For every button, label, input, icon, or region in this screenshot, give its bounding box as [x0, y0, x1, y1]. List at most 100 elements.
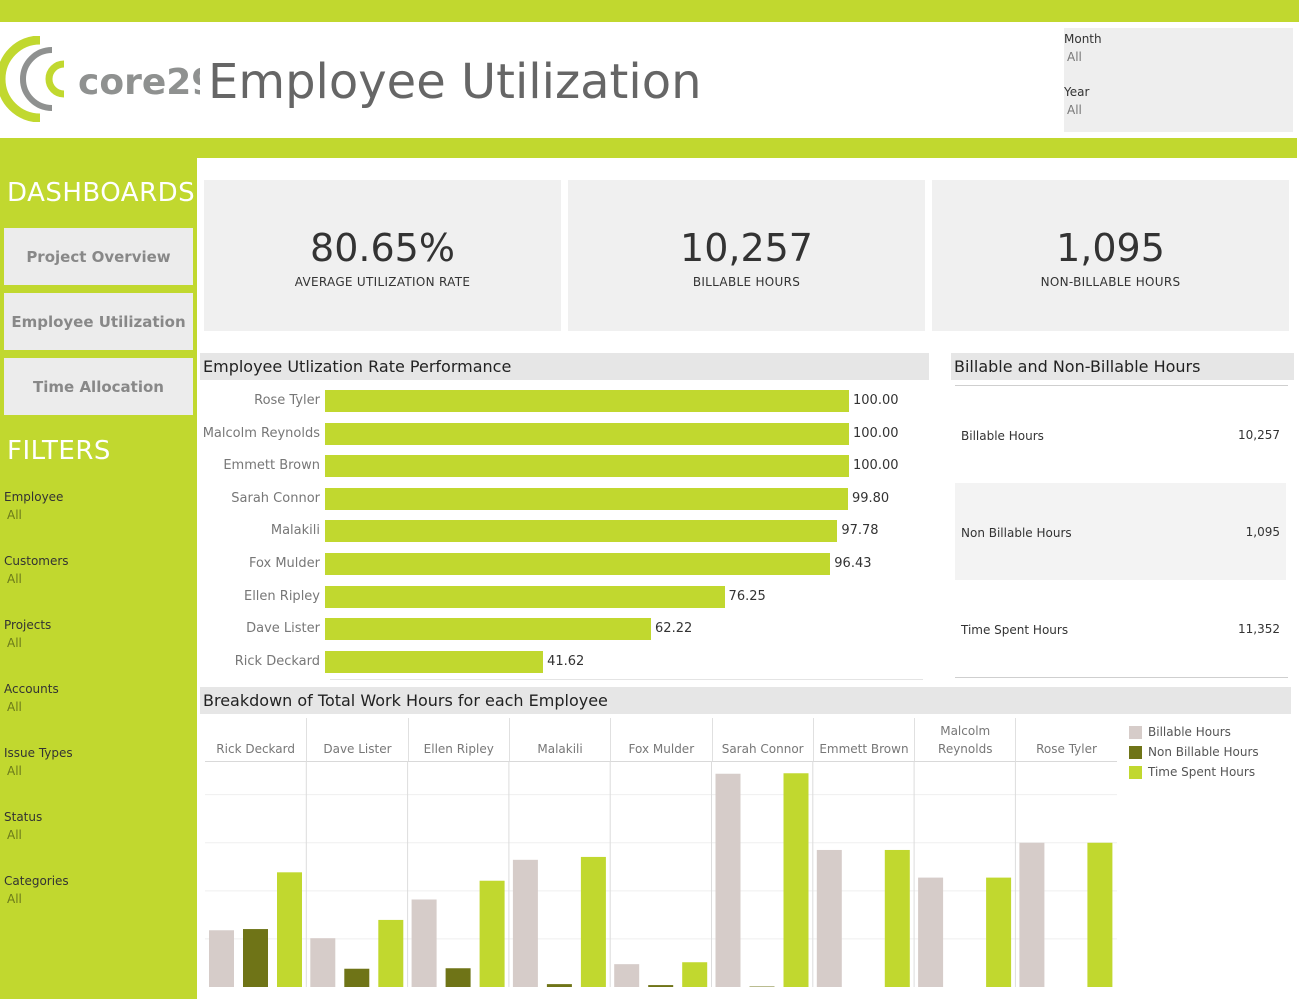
bar-category-label: Sarah Connor — [231, 490, 320, 506]
kpi-label: NON-BILLABLE HOURS — [1040, 275, 1181, 289]
filter-label: Categories — [4, 874, 69, 888]
breakdown-bar[interactable] — [682, 962, 708, 987]
employee-column-header: Rose Tyler — [1015, 718, 1116, 761]
row-value: 1,095 — [1245, 525, 1280, 539]
filter-label: Issue Types — [4, 746, 73, 760]
kpi-label: BILLABLE HOURS — [692, 275, 801, 289]
breakdown-bar[interactable] — [884, 849, 910, 987]
filter-value[interactable]: All — [7, 508, 22, 522]
breakdown-bar[interactable] — [243, 929, 268, 987]
employee-column-header: Malcolm Reynolds — [914, 718, 1015, 761]
breakdown-bar[interactable] — [1087, 842, 1113, 987]
filter-customers[interactable]: Customers All — [4, 554, 184, 586]
bar-category-label: Malakili — [270, 523, 320, 539]
filter-label: Employee — [4, 490, 64, 504]
bar-value-label: 97.78 — [841, 523, 879, 539]
filter-value[interactable]: All — [7, 764, 22, 778]
legend-swatch — [1129, 746, 1142, 759]
legend-label: Billable Hours — [1148, 725, 1231, 739]
legend-swatch — [1129, 766, 1142, 779]
breakdown-bar[interactable] — [580, 856, 606, 987]
bar-category-label: Rick Deckard — [234, 653, 320, 669]
bar-value-label: 100.00 — [853, 425, 899, 441]
row-value: 11,352 — [1238, 622, 1280, 636]
employee-column-header: Rick Deckard — [216, 742, 295, 756]
utilization-bar[interactable] — [325, 618, 652, 641]
row-value: 10,257 — [1238, 428, 1280, 442]
table-row: Time Spent Hours 11,352 — [955, 580, 1286, 677]
breakdown-bar[interactable] — [209, 930, 234, 987]
kpi-value: 80.65% — [310, 226, 455, 270]
nav-time-allocation[interactable]: Time Allocation — [4, 358, 193, 415]
filter-year-value[interactable]: All — [1067, 103, 1082, 117]
nav-employee-utilization[interactable]: Employee Utilization — [4, 293, 193, 350]
filter-value[interactable]: All — [7, 700, 22, 714]
divider — [955, 677, 1288, 678]
breakdown-plot-area — [205, 761, 1117, 991]
breakdown-bar[interactable] — [546, 984, 572, 987]
employee-column-header: Dave Lister — [306, 718, 407, 761]
bar-category-label: Malcolm Reynolds — [202, 425, 320, 441]
utilization-bar[interactable] — [325, 487, 848, 510]
kpi-billable-card: 10,257 BILLABLE HOURS — [568, 180, 925, 331]
utilization-bar[interactable] — [325, 455, 849, 478]
bar-category-label: Emmett Brown — [223, 458, 320, 474]
utilization-bar[interactable] — [325, 553, 831, 575]
utilization-bar[interactable] — [325, 422, 849, 445]
breakdown-bar[interactable] — [1019, 842, 1045, 987]
filter-issue-types[interactable]: Issue Types All — [4, 746, 184, 778]
filter-value[interactable]: All — [7, 892, 22, 906]
breakdown-svg — [205, 761, 1117, 987]
breakdown-bar[interactable] — [277, 872, 302, 987]
breakdown-bar[interactable] — [648, 985, 674, 987]
utilization-bar-chart: Rose Tyler 100.00 Malcolm Reynolds 100.00 Em… — [200, 382, 929, 682]
filter-label: Status — [4, 810, 43, 824]
employee-column-header: Emmett Brown — [812, 718, 914, 761]
filter-value[interactable]: All — [7, 572, 22, 586]
filter-value[interactable]: All — [7, 828, 22, 842]
breakdown-bar[interactable] — [411, 899, 437, 987]
filter-month-value[interactable]: All — [1067, 50, 1082, 64]
divider — [330, 679, 923, 680]
filter-year-label: Year — [1064, 85, 1090, 99]
row-label: Billable Hours — [961, 429, 1044, 443]
filter-accounts[interactable]: Accounts All — [4, 682, 184, 714]
divider — [955, 385, 1288, 386]
breakdown-bar[interactable] — [783, 773, 809, 987]
utilization-chart-title: Employee Utlization Rate Performance — [200, 353, 929, 380]
filter-status[interactable]: Status All — [4, 810, 184, 842]
breakdown-bar[interactable] — [479, 880, 505, 987]
bar-category-label: Ellen Ripley — [243, 588, 320, 604]
bar-value-label: 62.22 — [655, 621, 693, 637]
breakdown-bar[interactable] — [986, 877, 1012, 987]
breakdown-bar[interactable] — [816, 849, 842, 987]
filter-projects[interactable]: Projects All — [4, 618, 184, 650]
filter-categories[interactable]: Categories All — [4, 874, 184, 906]
breakdown-chart-title: Breakdown of Total Work Hours for each E… — [200, 687, 1291, 714]
table-row: Billable Hours 10,257 — [955, 386, 1286, 483]
filters-heading: FILTERS — [7, 436, 111, 466]
utilization-bar[interactable] — [325, 520, 838, 543]
employee-column-header: Fox Mulder — [610, 718, 711, 761]
utilization-bar[interactable] — [325, 390, 849, 412]
bar-category-label: Rose Tyler — [254, 393, 320, 408]
breakdown-bar[interactable] — [310, 938, 336, 987]
breakdown-bar[interactable] — [715, 773, 741, 987]
breakdown-bar[interactable] — [378, 919, 404, 987]
filter-employee[interactable]: Employee All — [4, 490, 184, 522]
breakdown-bar[interactable] — [512, 859, 538, 987]
filter-month-label: Month — [1064, 32, 1102, 46]
page-title: Employee Utilization — [208, 54, 702, 110]
legend-swatch — [1129, 726, 1142, 739]
employee-column-header: Sarah Connor — [711, 718, 813, 761]
nav-project-overview[interactable]: Project Overview — [4, 228, 193, 285]
breakdown-bar[interactable] — [614, 964, 640, 987]
core29-logo: core29 — [0, 35, 216, 123]
utilization-bar[interactable] — [325, 650, 544, 673]
breakdown-bar[interactable] — [918, 877, 944, 987]
row-label: Non Billable Hours — [961, 526, 1072, 540]
filter-value[interactable]: All — [7, 636, 22, 650]
breakdown-bar[interactable] — [344, 968, 370, 987]
utilization-bar[interactable] — [325, 585, 725, 608]
breakdown-bar[interactable] — [445, 968, 471, 987]
